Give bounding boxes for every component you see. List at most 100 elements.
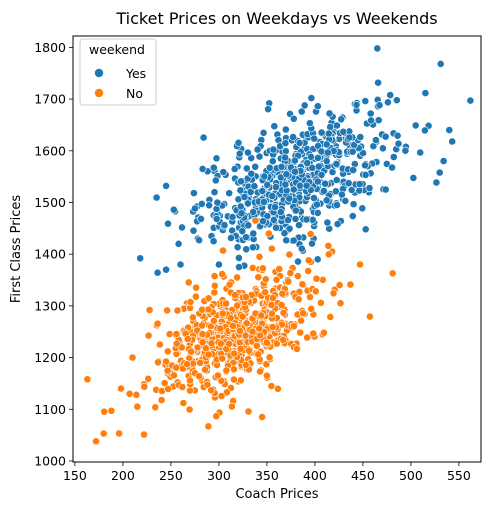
data-point xyxy=(204,305,213,314)
data-point xyxy=(242,164,251,173)
data-point xyxy=(189,226,198,235)
data-point xyxy=(210,272,219,280)
data-point xyxy=(432,178,441,187)
y-tick-label: 1800 xyxy=(34,40,66,55)
data-point xyxy=(268,192,277,200)
data-point xyxy=(201,365,209,374)
data-point xyxy=(349,166,358,174)
data-point xyxy=(273,384,282,393)
data-point xyxy=(306,230,315,238)
data-point xyxy=(212,412,221,421)
y-tick-label: 1400 xyxy=(34,247,66,262)
data-point xyxy=(267,244,276,253)
x-tick-label: 250 xyxy=(159,468,183,483)
data-point xyxy=(294,257,302,266)
data-point xyxy=(198,321,206,330)
data-point xyxy=(218,309,227,318)
data-point xyxy=(197,199,206,208)
data-point xyxy=(289,236,298,245)
data-point xyxy=(306,293,314,301)
data-point xyxy=(201,344,210,353)
data-point xyxy=(310,194,318,202)
data-point xyxy=(285,250,294,259)
data-point xyxy=(218,354,227,363)
data-point xyxy=(268,294,277,302)
x-tick-label: 500 xyxy=(399,468,423,483)
data-point xyxy=(186,376,194,385)
data-point xyxy=(198,338,207,347)
data-point xyxy=(125,389,134,398)
data-point xyxy=(248,327,257,336)
data-point xyxy=(196,358,204,367)
data-point xyxy=(219,168,228,176)
data-point xyxy=(169,205,178,214)
data-point xyxy=(317,147,326,156)
data-point xyxy=(233,273,241,282)
data-point xyxy=(231,291,239,299)
y-tick-label: 1100 xyxy=(34,402,66,417)
data-point xyxy=(355,180,364,188)
data-point xyxy=(346,280,355,289)
data-point xyxy=(448,137,457,146)
data-point xyxy=(247,169,256,178)
data-point xyxy=(304,256,313,265)
data-point xyxy=(144,331,153,340)
data-point xyxy=(332,160,341,168)
data-points xyxy=(83,44,475,446)
data-point xyxy=(275,265,284,273)
data-point xyxy=(258,413,266,421)
data-point xyxy=(359,149,367,157)
data-point xyxy=(204,294,213,303)
data-point xyxy=(233,243,242,252)
data-point xyxy=(277,162,286,171)
data-point xyxy=(210,288,219,297)
data-point xyxy=(307,94,316,102)
data-point xyxy=(347,185,356,194)
data-point xyxy=(255,324,264,333)
data-point xyxy=(416,148,425,157)
data-point xyxy=(308,239,316,248)
data-point xyxy=(409,173,418,182)
data-point xyxy=(132,390,141,399)
data-point xyxy=(317,128,326,137)
x-tick-label: 550 xyxy=(447,468,471,483)
data-point xyxy=(319,328,328,337)
data-point xyxy=(222,366,231,375)
data-point xyxy=(333,220,342,228)
data-point xyxy=(83,375,92,384)
data-point xyxy=(214,260,223,269)
data-point xyxy=(228,213,237,221)
data-point xyxy=(313,153,322,162)
data-point xyxy=(271,183,280,191)
data-point xyxy=(282,236,291,245)
data-point xyxy=(249,207,258,216)
data-point xyxy=(190,204,199,213)
data-point xyxy=(298,309,307,318)
data-point xyxy=(392,96,401,105)
data-point xyxy=(356,133,365,141)
data-point xyxy=(152,193,161,202)
data-point xyxy=(100,407,109,416)
data-point xyxy=(176,260,185,269)
data-point xyxy=(204,422,213,431)
data-point xyxy=(324,250,333,259)
data-point xyxy=(264,229,273,238)
data-point xyxy=(189,189,198,197)
data-point xyxy=(251,216,260,225)
data-point xyxy=(383,98,392,107)
data-point xyxy=(268,323,277,331)
data-point xyxy=(289,133,297,141)
x-tick-label: 350 xyxy=(255,468,279,483)
data-point xyxy=(296,328,305,337)
data-point xyxy=(211,176,220,185)
data-point xyxy=(183,360,191,369)
data-point xyxy=(228,226,237,235)
data-point xyxy=(192,283,200,292)
data-point xyxy=(309,329,318,338)
data-point xyxy=(257,311,266,320)
data-point xyxy=(230,365,238,374)
data-point xyxy=(300,101,309,110)
data-point xyxy=(170,371,178,380)
data-point xyxy=(389,153,398,161)
